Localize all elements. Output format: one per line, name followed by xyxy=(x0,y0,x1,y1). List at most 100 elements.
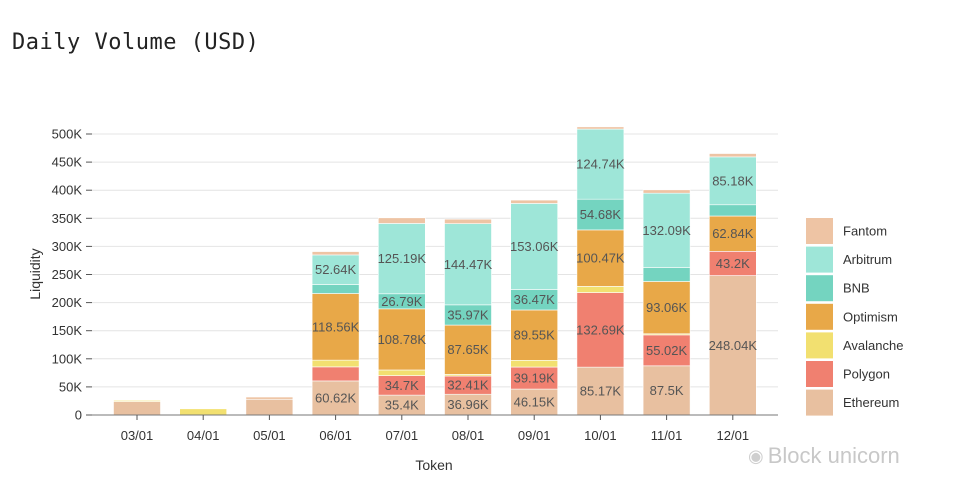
bar-segment-optimism xyxy=(377,308,426,371)
data-label: 54.68K xyxy=(580,207,622,222)
x-tick-label: 11/01 xyxy=(651,428,683,443)
legend-swatch-bnb xyxy=(806,275,833,302)
bar-segment-avalanche xyxy=(576,286,625,293)
bar-segment-bnb xyxy=(708,204,757,217)
data-label: 85.17K xyxy=(580,384,622,399)
bar-segment-optimism xyxy=(642,281,691,335)
data-label: 85.18K xyxy=(712,173,754,188)
data-label: 108.78K xyxy=(378,332,427,347)
data-label: 26.79K xyxy=(381,294,423,309)
data-label: 248.04K xyxy=(709,338,758,353)
bar-segment-arbitrum xyxy=(311,254,360,285)
data-label: 36.96K xyxy=(447,397,489,412)
bar-segment-fantom xyxy=(708,153,757,158)
data-label: 125.19K xyxy=(378,251,427,266)
bar-segment-avalanche xyxy=(377,369,426,376)
bar-segment-optimism xyxy=(311,293,360,361)
data-label: 62.84K xyxy=(712,226,754,241)
y-tick-label: 200K xyxy=(52,295,83,310)
watermark-text: Block unicorn xyxy=(767,443,900,468)
data-label: 132.09K xyxy=(642,223,691,238)
y-axis: 0 50K 100K 150K 200K 250K 300K 350K 400K 450K 500K xyxy=(52,127,92,423)
x-axis: 03/01 04/01 05/01 06/01 07/01 08/01 09/01 10/01… xyxy=(92,414,778,443)
data-label: 60.62K xyxy=(315,390,357,405)
y-tick-label: 500K xyxy=(52,127,83,142)
bar-segment-ethereum xyxy=(113,401,161,416)
watermark: ◉ Block unicorn xyxy=(748,443,900,469)
data-label: 100.47K xyxy=(576,251,625,266)
bar-segment-polygon xyxy=(311,366,360,382)
data-label: 118.56K xyxy=(312,319,360,334)
x-tick-label: 07/01 xyxy=(386,428,419,443)
x-tick-label: 05/01 xyxy=(253,428,286,443)
legend-swatch-fantom xyxy=(806,218,833,244)
data-label: 124.74K xyxy=(576,157,625,172)
bar-segment-ethereum xyxy=(576,366,625,416)
x-tick-label: 10/01 xyxy=(584,428,617,443)
bar-segment-arbitrum xyxy=(642,192,691,268)
bar-segment-optimism xyxy=(444,324,492,375)
legend-swatch-avalanche xyxy=(806,332,833,359)
x-tick-label: 04/01 xyxy=(187,428,220,443)
segment-labels: 60.62K 118.56K 52.64K 35.4K 34.7K 108.78K 26.7… xyxy=(312,157,757,413)
data-label: 34.7K xyxy=(385,378,419,393)
bar-segment-fantom xyxy=(444,218,492,224)
data-label: 52.64K xyxy=(315,262,357,277)
x-tick-label: 08/01 xyxy=(452,428,485,443)
legend: Fantom Arbitrum BNB Optimism Avalanche Polygo… xyxy=(806,218,903,416)
data-label: 132.69K xyxy=(576,322,625,337)
bar-segment-polygon xyxy=(576,292,625,368)
y-tick-label: 350K xyxy=(52,211,83,226)
data-label: 55.02K xyxy=(646,343,688,358)
data-label: 39.19K xyxy=(514,371,556,386)
y-tick-label: 250K xyxy=(52,267,83,282)
x-tick-label: 06/01 xyxy=(319,428,352,443)
grid-lines xyxy=(92,133,778,416)
x-tick-label: 09/01 xyxy=(518,428,551,443)
legend-label-polygon: Polygon xyxy=(843,367,890,382)
data-label: 36.47K xyxy=(514,292,556,307)
legend-label-fantom: Fantom xyxy=(843,224,887,239)
legend-swatch-ethereum xyxy=(806,389,833,416)
data-label: 35.97K xyxy=(447,307,489,322)
bar-segment-avalanche xyxy=(311,359,360,368)
data-label: 144.47K xyxy=(444,257,493,272)
bar-stacks xyxy=(113,126,757,416)
bar-segment-fantom xyxy=(510,199,559,204)
legend-label-ethereum: Ethereum xyxy=(843,395,899,410)
bar-segment-fantom xyxy=(642,189,691,194)
legend-label-optimism: Optimism xyxy=(843,309,898,324)
bar-segment-ethereum xyxy=(510,388,559,416)
y-tick-label: 100K xyxy=(52,351,83,366)
y-tick-label: 50K xyxy=(59,379,82,394)
data-label: 46.15K xyxy=(514,395,556,410)
bar-segment-optimism xyxy=(576,229,625,287)
x-axis-title: Token xyxy=(415,457,452,473)
data-label: 87.5K xyxy=(650,383,684,398)
data-label: 87.65K xyxy=(447,342,489,357)
bar-segment-fantom xyxy=(245,396,294,400)
bar-segment-arbitrum xyxy=(510,203,559,290)
bar-segment-arbitrum xyxy=(708,156,757,206)
legend-label-arbitrum: Arbitrum xyxy=(843,252,892,267)
data-label: 153.06K xyxy=(510,239,559,254)
bar-segment-arbitrum xyxy=(576,128,625,200)
x-tick-label: 03/01 xyxy=(121,428,154,443)
data-label: 35.4K xyxy=(385,398,419,413)
data-label: 32.41K xyxy=(447,378,489,393)
legend-label-bnb: BNB xyxy=(843,281,870,296)
data-label: 43.2K xyxy=(716,256,750,271)
bar-segment-ethereum xyxy=(245,398,294,416)
y-tick-label: 450K xyxy=(52,155,83,170)
bar-segment-fantom xyxy=(311,251,360,256)
bar-segment-bnb xyxy=(311,284,360,294)
bar-segment-bnb xyxy=(642,267,691,282)
page-title: Daily Volume (USD) xyxy=(12,30,260,55)
y-tick-label: 150K xyxy=(52,323,83,338)
bar-segment-fantom xyxy=(377,217,426,224)
y-tick-label: 300K xyxy=(52,239,83,254)
data-label: 89.55K xyxy=(514,328,556,343)
y-tick-label: 0 xyxy=(75,408,82,423)
bar-segment-arbitrum xyxy=(377,223,426,295)
